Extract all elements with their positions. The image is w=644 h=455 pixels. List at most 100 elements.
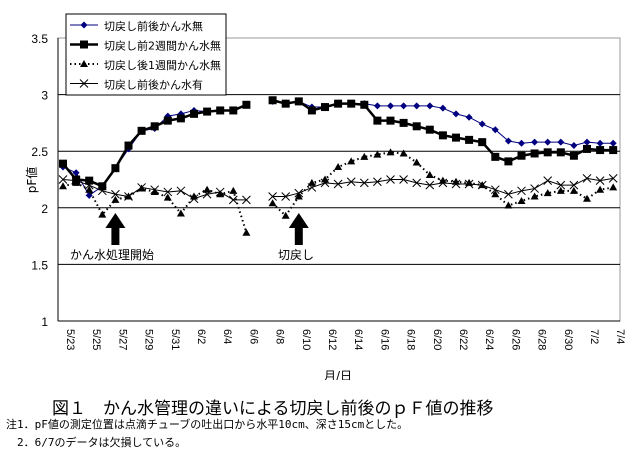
data-point-s2 [242, 100, 251, 109]
data-point-s4 [373, 177, 382, 187]
data-point-s2 [163, 116, 172, 125]
data-point-s4 [215, 187, 225, 197]
data-point-s4 [608, 174, 618, 183]
data-point-s2 [150, 122, 159, 131]
data-point-s2 [569, 151, 578, 160]
data-point-s3 [504, 201, 513, 209]
arrow-up-icon [288, 213, 309, 245]
data-point-s1 [531, 138, 539, 146]
data-point-s1 [557, 138, 565, 146]
data-point-s1 [72, 169, 80, 177]
data-point-s2 [137, 126, 146, 135]
data-point-s4 [124, 192, 133, 201]
data-point-s1 [583, 138, 591, 146]
data-point-s3 [465, 178, 474, 186]
data-point-s4 [307, 183, 317, 192]
data-point-s4 [569, 180, 579, 190]
data-point-s2 [478, 138, 487, 147]
data-point-s4 [281, 192, 291, 201]
data-point-s3 [242, 228, 251, 236]
data-point-s1 [426, 102, 434, 110]
data-point-s2 [176, 114, 185, 123]
data-point-s4 [228, 195, 238, 205]
data-point-s2 [203, 107, 212, 116]
data-point-s2 [373, 116, 382, 125]
data-point-s3 [530, 192, 539, 200]
data-point-s3 [72, 178, 81, 186]
legend-label: 切戻し後1週間かん水無 [104, 58, 221, 72]
data-point-s2 [530, 149, 539, 158]
data-point-s3 [203, 185, 212, 193]
data-point-s4 [137, 183, 146, 192]
data-point-s3 [425, 170, 434, 178]
data-point-s2 [190, 109, 198, 118]
data-point-s4 [320, 178, 330, 188]
data-point-s2 [334, 99, 343, 108]
data-point-s2 [294, 97, 303, 106]
data-point-s3 [150, 187, 159, 195]
annotation-label: 切戻し [278, 248, 314, 262]
data-point-s4 [268, 192, 277, 201]
x-tick-label: 6/22 [457, 329, 469, 350]
legend-label: 切戻し前後かん水無 [104, 19, 203, 33]
data-point-s2 [543, 148, 552, 157]
data-point-s2 [399, 118, 408, 127]
data-point-s4 [399, 175, 408, 184]
data-point-s2 [360, 100, 369, 109]
y-tick-label: 3 [41, 89, 48, 103]
data-point-s1 [609, 139, 617, 147]
data-point-s2 [583, 144, 591, 153]
data-point-s3 [583, 194, 591, 202]
data-point-s3 [386, 148, 395, 156]
data-point-s4 [582, 174, 592, 183]
data-point-s4 [543, 176, 553, 185]
data-point-s1 [387, 102, 394, 110]
data-point-s2 [268, 96, 277, 105]
data-point-s3 [307, 178, 316, 186]
data-point-s3 [609, 183, 618, 191]
data-point-s1 [439, 104, 447, 112]
data-point-s4 [242, 195, 251, 205]
x-tick-label: 6/12 [326, 329, 338, 350]
data-point-s3 [334, 163, 343, 171]
x-tick-label: 6/6 [247, 329, 259, 344]
y-tick-label: 3.5 [31, 32, 48, 46]
data-point-s4 [71, 176, 81, 185]
data-point-s1 [413, 102, 421, 110]
x-tick-label: 5/27 [116, 329, 128, 350]
x-tick-label: 6/2 [195, 329, 207, 344]
legend-marker [80, 21, 88, 29]
data-point-s4 [490, 185, 500, 195]
data-point-s3 [111, 195, 120, 203]
data-point-s3 [347, 157, 356, 165]
data-point-s3 [412, 158, 421, 166]
data-point-s2 [386, 116, 395, 125]
data-point-s2 [321, 103, 329, 112]
legend [65, 13, 227, 96]
x-tick-label: 6/30 [562, 329, 574, 350]
x-tick-label: 6/4 [221, 329, 233, 344]
x-tick-label: 6/24 [483, 329, 495, 350]
y-tick-label: 1.5 [31, 258, 48, 272]
x-tick-label: 6/28 [536, 329, 548, 350]
data-point-s2 [229, 106, 238, 115]
data-point-s2 [216, 106, 225, 115]
data-point-s4 [451, 179, 461, 189]
data-point-s1 [570, 142, 578, 150]
legend-label: 切戻し前後かん水有 [104, 78, 203, 92]
annotation-label: かん水処理開始 [70, 248, 154, 262]
data-point-s3 [268, 199, 277, 207]
data-point-s1 [400, 102, 408, 110]
legend-label: 切戻し前2週間かん水無 [104, 39, 221, 53]
data-point-s3 [98, 210, 107, 218]
data-point-s3 [543, 189, 552, 197]
data-point-s1 [373, 102, 381, 110]
x-tick-label: 5/29 [143, 329, 155, 350]
x-tick-label: 5/31 [169, 329, 181, 350]
data-point-s4 [163, 187, 173, 197]
legend-marker [79, 79, 89, 88]
data-point-s4 [595, 176, 605, 185]
figure-caption: 図１ かん水管理の違いによる切戻し前後のｐＦ値の推移 [52, 399, 494, 419]
data-point-s3 [176, 209, 185, 217]
data-point-s3 [163, 193, 172, 201]
